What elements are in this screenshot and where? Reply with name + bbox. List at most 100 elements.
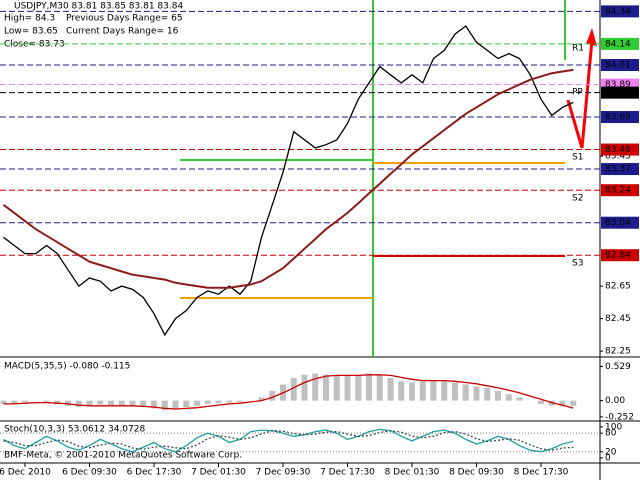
macd-bar [452,382,458,401]
level-badge [601,37,639,50]
macd-bar [409,382,415,401]
macd-bar [430,379,437,401]
macd-bar [65,400,71,406]
level-label: 84.34 [605,7,631,17]
macd-bar [0,400,7,404]
pivot-label: R1 [572,44,584,54]
level-badge [601,111,639,124]
series-line [3,374,574,410]
level-label: 83.84 [605,88,631,98]
x-tick-label: 6 Dec 09:30 [62,468,117,478]
pivot-label: S2 [572,194,583,204]
macd-bar [118,400,125,406]
info-text: Low= 83.65 [4,27,58,37]
panel-title: MACD(5,35,5) -0.080 -0.115 [4,362,130,372]
pivot-label: PP [572,88,583,98]
level-label: 83.49 [605,145,631,155]
macd-bar [484,387,491,401]
y-tick-label: 100 [605,422,622,432]
macd-bar [333,376,340,401]
pivot-label: S1 [572,153,583,163]
macd-bar [86,400,93,406]
macd-bar [344,376,351,401]
macd-bar [269,390,276,401]
level-badge [601,86,639,99]
arrow-head [586,28,597,46]
macd-bar [43,400,50,403]
macd-bar [538,400,544,404]
macd-bar [11,400,18,404]
x-tick-label: 8 Dec 01:30 [385,468,440,478]
macd-bar [140,400,147,408]
macd-bar [108,400,114,406]
y-tick-label: 0.529 [605,362,631,372]
x-tick-label: 6 Dec 17:30 [127,468,182,478]
x-tick-label: 7 Dec 01:30 [191,468,246,478]
macd-bar [161,400,168,411]
macd-bar [129,400,136,407]
y-tick-label: -0.252 [605,412,634,422]
macd-bar [570,400,577,406]
chart-title: USDJPY,M30 83.81 83.85 83.81 83.84 [14,2,183,12]
macd-bar [97,400,104,405]
macd-bar [204,400,211,404]
level-badge [601,184,639,197]
level-badge [601,143,639,156]
macd-bar [516,397,523,401]
macd-bar [194,400,200,406]
series-line [3,428,574,453]
macd-bar [559,400,566,407]
macd-bar [183,400,190,408]
series-line [3,25,574,337]
macd-bar [398,381,405,401]
x-tick-label: 6 Dec 2010 [0,468,51,478]
level-badge [601,216,639,229]
level-badge [601,163,639,176]
y-tick-label: 83.45 [605,152,631,162]
y-tick-label: 80 [605,429,617,439]
projection-arrow [566,39,594,149]
pivot-label: S3 [572,259,583,269]
level-label: 83.04 [605,218,631,228]
macd-bar [495,390,501,401]
macd-bar [366,373,372,401]
macd-bar [441,381,448,401]
level-badge [601,59,639,72]
macd-bar [75,400,82,408]
macd-bar [237,400,243,402]
y-tick-label: 82.45 [605,314,631,324]
info-text: Current Days Range= 16 [66,27,179,37]
y-tick-label: 82.65 [605,282,631,292]
level-label: 84.01 [605,61,631,71]
macd-bar [387,378,394,401]
y-tick-label: 82.25 [605,347,631,357]
macd-bar [462,384,469,401]
macd-bar [505,394,512,401]
macd-bar [258,397,265,401]
info-text: Close= 83.73 [4,40,65,50]
x-tick-label: 7 Dec 17:30 [320,468,375,478]
series-line [3,430,574,451]
macd-bar [290,378,297,401]
macd-bar [376,374,383,401]
macd-bar [226,400,233,403]
y-tick-label: 0 [605,453,611,463]
macd-bar [419,381,426,401]
macd-bar [323,374,329,401]
level-label: 83.37 [605,165,631,175]
y-tick-label: 20 [605,447,617,457]
x-tick-label: 8 Dec 09:30 [449,468,504,478]
macd-bar [355,374,362,401]
level-label: 83.89 [605,80,631,90]
macd-bar [473,386,480,401]
copyright: BMF-Meta, © 2001-2010 MetaQuotes Softwar… [4,451,242,461]
panel-title: Stoch(10,3,3) 53.0612 34.0728 [4,425,145,435]
info-text: High= 84.3 [4,14,55,24]
level-label: 83.24 [605,186,631,196]
x-tick-label: 8 Dec 17:30 [514,468,569,478]
macd-bar [172,400,179,409]
info-text: Previous Days Range= 65 [66,14,183,24]
level-badge [601,5,639,18]
